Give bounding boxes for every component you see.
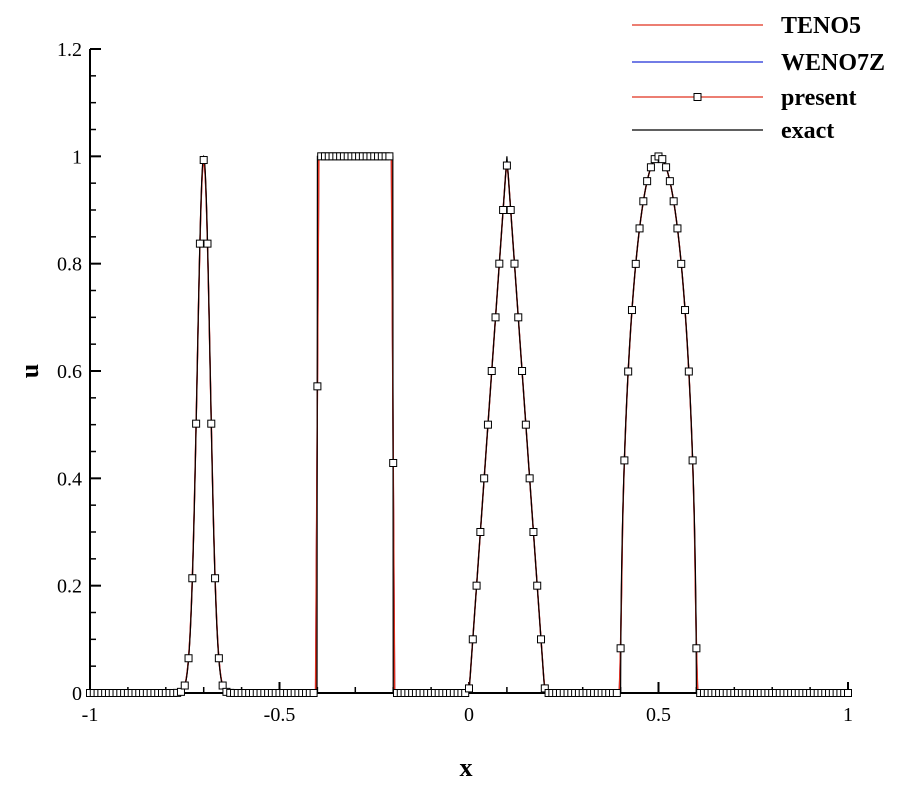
present-marker — [188, 574, 197, 583]
x-tick-label: 0.5 — [646, 704, 671, 726]
x-tick-label: -1 — [82, 704, 99, 726]
present-marker — [502, 161, 511, 170]
present-marker — [688, 456, 697, 465]
present-marker — [537, 635, 546, 644]
legend: TENO5 WENO7Z present exact — [632, 13, 885, 144]
present-marker — [658, 155, 667, 164]
present-marker — [669, 197, 678, 206]
present-marker — [385, 152, 394, 161]
present-marker — [518, 367, 527, 375]
present-marker — [495, 259, 504, 268]
present-marker — [313, 382, 322, 391]
y-tick-label: 0.6 — [57, 361, 82, 383]
present-marker — [681, 306, 690, 315]
present-marker — [499, 206, 508, 214]
present-marker — [480, 474, 489, 483]
present-marker — [487, 367, 496, 375]
present-marker — [525, 474, 534, 483]
present-marker — [662, 163, 671, 172]
present-marker — [510, 259, 519, 268]
y-tick-label: 1 — [72, 146, 82, 168]
present-marker — [211, 574, 220, 583]
present-marker — [465, 684, 473, 693]
present-marker — [180, 681, 189, 690]
present-marker — [620, 456, 629, 465]
y-tick-label: 0.4 — [57, 468, 82, 490]
present-marker — [643, 177, 652, 186]
present-marker — [529, 528, 538, 536]
present-marker — [677, 259, 686, 268]
markers-layer — [86, 152, 852, 697]
series-line-present — [90, 155, 848, 694]
present-marker — [476, 528, 485, 536]
present-marker — [506, 206, 515, 214]
present-marker — [184, 654, 193, 663]
y-tick-label: 0.2 — [57, 576, 82, 598]
present-marker — [639, 197, 648, 206]
present-marker — [207, 419, 216, 428]
present-marker — [521, 420, 530, 429]
x-axis-title: x — [460, 753, 473, 782]
present-marker — [624, 367, 633, 376]
legend-label-exact: exact — [781, 118, 834, 144]
axes: -1 -0.5 0 0.5 1 0 0.2 0.4 0.6 0.8 1 1.2 x u — [15, 39, 853, 782]
present-marker — [635, 224, 644, 233]
present-marker — [646, 163, 655, 172]
present-marker — [631, 259, 640, 268]
present-marker — [844, 689, 852, 697]
series-line-teno5 — [90, 155, 848, 694]
present-marker — [472, 581, 481, 590]
present-marker — [692, 644, 701, 653]
present-marker — [214, 654, 223, 663]
legend-label-weno7z: WENO7Z — [781, 50, 885, 76]
present-marker — [309, 689, 318, 697]
present-marker — [468, 635, 477, 644]
present-marker — [684, 367, 693, 376]
y-tick-label: 0 — [72, 683, 82, 705]
present-marker — [665, 177, 674, 186]
present-marker — [627, 306, 636, 315]
present-marker — [491, 313, 500, 322]
y-tick-label: 0.8 — [57, 254, 82, 276]
legend-marker-present — [693, 93, 702, 101]
present-marker — [195, 239, 204, 248]
y-tick-label: 1.2 — [57, 39, 82, 61]
present-marker — [616, 644, 625, 653]
present-marker — [533, 581, 542, 590]
y-axis-title: u — [15, 364, 44, 378]
present-marker — [203, 239, 212, 248]
present-marker — [199, 156, 208, 165]
legend-label-teno5: TENO5 — [781, 13, 861, 39]
present-marker — [192, 419, 201, 428]
present-marker — [389, 459, 398, 467]
x-tick-label: -0.5 — [264, 704, 296, 726]
present-marker — [483, 420, 492, 429]
x-tick-label: 0 — [464, 704, 474, 726]
series-layer — [90, 154, 848, 694]
legend-label-present: present — [781, 85, 857, 111]
series-line-exact — [90, 154, 848, 694]
series-line-weno7z — [90, 155, 848, 694]
present-marker — [612, 689, 621, 697]
present-marker — [673, 224, 682, 233]
present-marker — [514, 313, 523, 322]
x-tick-label: 1 — [843, 704, 853, 726]
